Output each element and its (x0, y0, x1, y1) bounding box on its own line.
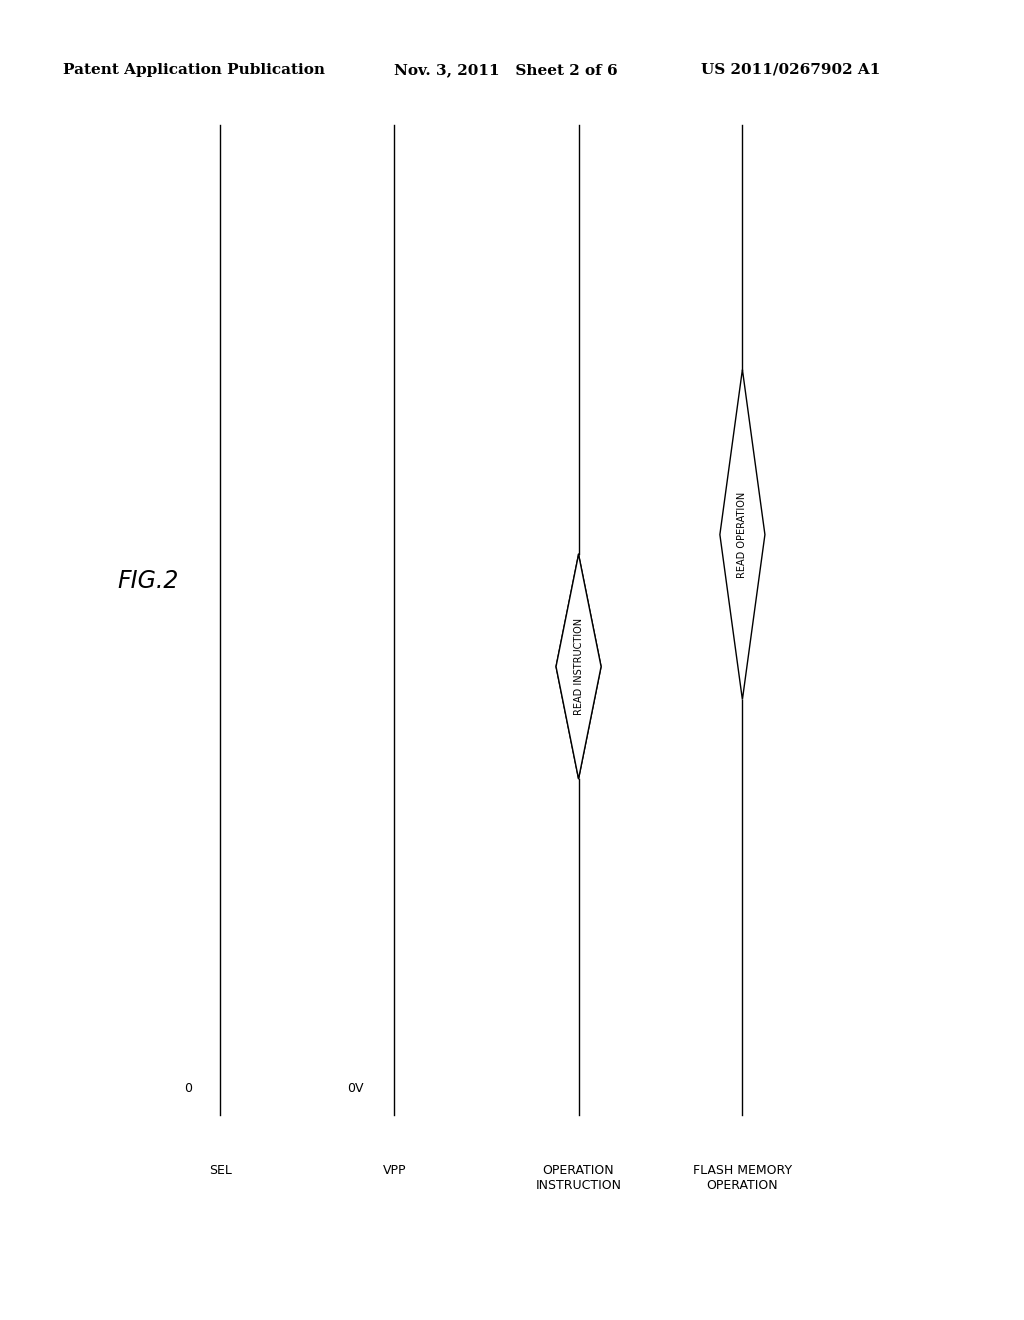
Polygon shape (556, 554, 601, 779)
Text: 0: 0 (184, 1082, 193, 1096)
Text: FLASH MEMORY
OPERATION: FLASH MEMORY OPERATION (693, 1164, 792, 1192)
Text: US 2011/0267902 A1: US 2011/0267902 A1 (701, 63, 881, 77)
Text: VPP: VPP (383, 1164, 406, 1177)
Text: FIG.2: FIG.2 (118, 569, 179, 593)
Text: SEL: SEL (209, 1164, 231, 1177)
Text: READ INSTRUCTION: READ INSTRUCTION (573, 618, 584, 715)
Polygon shape (720, 370, 765, 700)
Text: Nov. 3, 2011   Sheet 2 of 6: Nov. 3, 2011 Sheet 2 of 6 (394, 63, 617, 77)
Text: OPERATION
INSTRUCTION: OPERATION INSTRUCTION (536, 1164, 622, 1192)
Text: READ OPERATION: READ OPERATION (737, 491, 748, 578)
Text: 0V: 0V (347, 1082, 364, 1096)
Text: Patent Application Publication: Patent Application Publication (63, 63, 326, 77)
